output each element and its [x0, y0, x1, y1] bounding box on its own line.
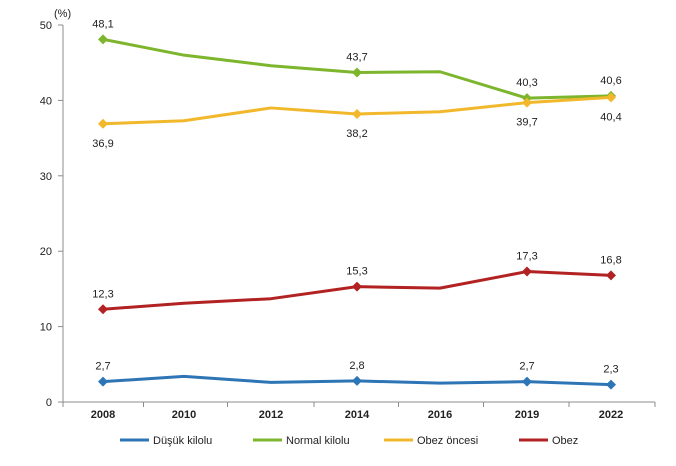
data-label: 2,8	[349, 360, 364, 372]
data-point-marker	[522, 376, 532, 387]
data-label: 48,1	[92, 18, 113, 30]
data-label: 40,3	[516, 77, 537, 89]
series-1	[98, 34, 616, 104]
legend-label: Normal kilolu	[286, 435, 350, 447]
data-point-marker	[98, 34, 108, 45]
x-tick-label: 2008	[91, 409, 115, 421]
data-label: 40,4	[600, 111, 621, 123]
x-tick-label: 2014	[345, 409, 370, 421]
data-point-marker	[352, 281, 362, 292]
data-labels: 2,7 2,8 2,7 2,3 48,1 43,7 40,3 40,6 36,9 38,2 39,7…	[92, 18, 621, 375]
data-point-marker	[352, 67, 362, 78]
data-point-marker	[522, 97, 532, 108]
y-tick-label: 50	[40, 20, 52, 32]
y-unit-label: (%)	[54, 8, 71, 20]
data-point-marker	[98, 376, 108, 387]
data-label: 2,7	[519, 361, 534, 373]
x-tick-label: 2010	[172, 409, 196, 421]
series-layer	[98, 34, 616, 390]
data-point-marker	[522, 266, 532, 277]
data-label: 36,9	[92, 138, 113, 150]
y-tick-label: 10	[40, 322, 52, 334]
legend-item: Normal kilolu	[253, 435, 350, 447]
data-label: 40,6	[600, 75, 621, 87]
y-tick-label: 40	[40, 95, 52, 107]
legend-label: Obez	[552, 435, 578, 447]
legend-label: Düşük kilolu	[153, 435, 212, 447]
data-label: 12,3	[92, 288, 113, 300]
series-0	[98, 374, 616, 390]
x-tick-label: 2019	[515, 409, 539, 421]
data-label: 15,3	[346, 266, 367, 278]
legend-label: Obez öncesi	[417, 435, 478, 447]
data-label: 16,8	[600, 254, 621, 266]
data-point-marker	[352, 375, 362, 386]
series-3	[98, 266, 616, 315]
data-label: 38,2	[346, 128, 367, 140]
legend-item: Düşük kilolu	[120, 435, 212, 447]
data-point-marker	[98, 304, 108, 315]
data-label: 39,7	[516, 117, 537, 129]
data-label: 2,7	[95, 361, 110, 373]
series-2	[98, 92, 616, 129]
data-point-marker	[606, 270, 616, 281]
data-label: 2,3	[603, 364, 618, 376]
y-tick-label: 0	[46, 397, 52, 409]
data-point-marker	[606, 92, 616, 103]
legend-item: Obez	[519, 435, 578, 447]
y-tick-label: 30	[40, 171, 52, 183]
legend-item: Obez öncesi	[384, 435, 478, 447]
data-point-marker	[606, 379, 616, 390]
axes: 0 10 20 30 40 50 2008 2010 2012 2014 2016 2019 2022	[40, 20, 656, 421]
legend: Düşük kilolu Normal kilolu Obez öncesi Obez	[120, 435, 578, 447]
data-point-marker	[98, 118, 108, 129]
data-point-marker	[352, 108, 362, 119]
data-label: 17,3	[516, 251, 537, 263]
data-label: 43,7	[346, 52, 367, 64]
x-tick-label: 2022	[599, 409, 623, 421]
x-tick-label: 2012	[259, 409, 283, 421]
x-tick-label: 2016	[428, 409, 452, 421]
y-tick-label: 20	[40, 246, 52, 258]
